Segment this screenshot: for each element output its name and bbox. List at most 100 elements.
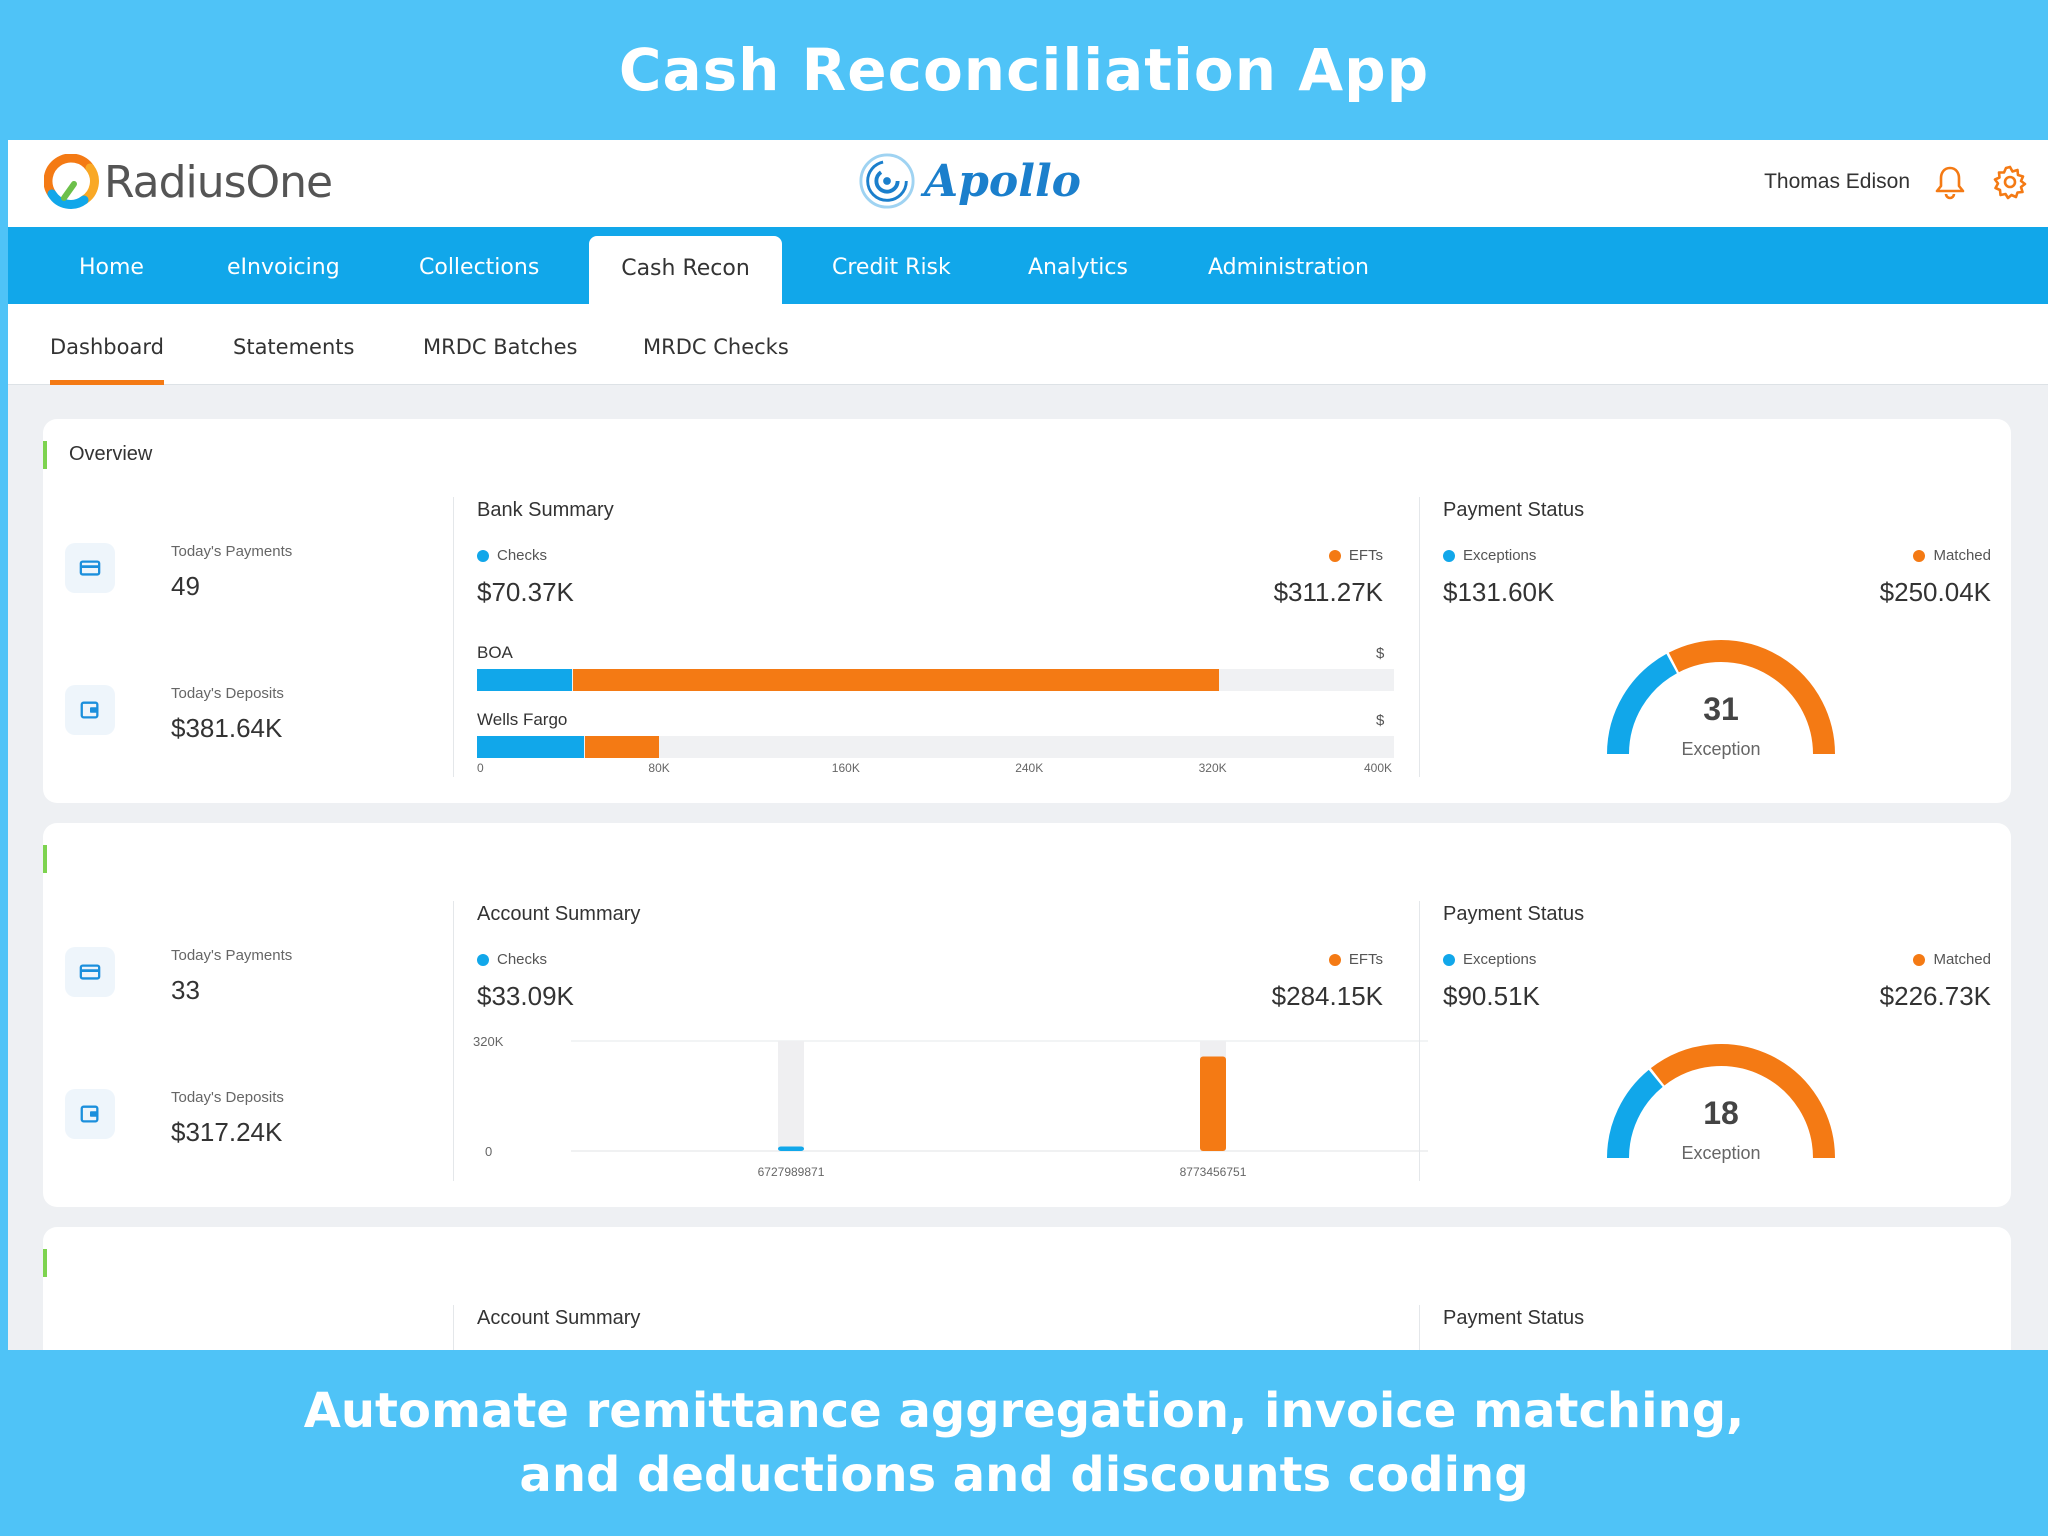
legend-exceptions: Exceptions [1443,951,1536,968]
account-card: Today's Payments 33 Today's Deposits $31… [43,823,2011,1207]
nav-credit-risk[interactable]: Credit Risk [832,255,951,280]
kpi-label: Today's Deposits [171,685,284,702]
gauge-segment-matched[interactable] [1668,640,1835,755]
efts-dot [1328,549,1341,562]
apollo-logo: Apollo [858,152,1081,210]
card-accent [43,1249,47,1277]
x-tick-label: 320K [1198,761,1227,775]
x-tick-label: 80K [648,761,670,775]
bar-checks[interactable] [778,1146,804,1151]
exceptions-total: $90.51K [1443,981,1540,1011]
top-banner: Cash Reconciliation App [0,0,2048,140]
kpi-label: Today's Payments [171,543,293,560]
payment-status-gauge [1607,640,1835,755]
divider [1419,1305,1420,1350]
exceptions-dot [1443,953,1455,966]
divider [1419,497,1420,777]
divider [453,1305,454,1350]
y-tick-label: 320K [473,1034,504,1049]
legend-exceptions: Exceptions [1443,547,1536,564]
bar-value-label: $ [1376,712,1385,729]
tab-mrdc-batches[interactable]: MRDC Batches [423,335,578,359]
nav-home[interactable]: Home [79,255,144,280]
bar-value-label: $ [1376,645,1385,662]
tab-mrdc-checks[interactable]: MRDC Checks [643,335,789,359]
overview-card: Overview Today's Payments 49 Today's Dep… [43,419,2011,803]
kpi-value: 49 [171,571,200,601]
payment-status-gauge [1607,1044,1835,1159]
legend-checks: Checks [477,547,547,564]
gauge-number: 31 [1703,691,1739,727]
credit-card-icon [65,947,115,997]
checks-total: $70.37K [477,577,574,607]
app-window: RadiusOne Apollo Thomas Edison Home eIn [8,140,2048,1350]
nav-analytics[interactable]: Analytics [1028,255,1128,280]
app-header: RadiusOne Apollo Thomas Edison [8,140,2048,227]
kpi-label: Today's Payments [171,947,293,964]
gauge-number: 18 [1703,1095,1739,1131]
account-summary-chart: 320K 0 6727989871 8773456751 [473,1034,1428,1179]
nav-cash-recon[interactable]: Cash Recon [589,236,782,304]
kpi-label: Today's Deposits [171,1089,284,1106]
divider [1419,901,1420,1181]
account-summary-title: Account Summary [477,903,641,925]
account-summary-title: Account Summary [477,1307,641,1329]
gauge-label: Exception [1681,739,1761,759]
legend-checks: Checks [477,951,547,968]
sub-nav: Dashboard Statements MRDC Batches MRDC C… [8,304,2048,385]
kpi-value: $381.64K [171,713,283,743]
apollo-logo-icon [859,153,915,209]
bar-segment-checks[interactable] [477,736,584,758]
matched-total: $226.73K [1879,981,1991,1011]
bar-segment-efts[interactable] [573,669,1219,691]
bank-summary-title: Bank Summary [477,499,614,521]
exceptions-dot [1443,549,1455,562]
card-title: Overview [69,443,153,465]
bar-category-label: BOA [477,643,513,662]
account-card: Account Summary Payment Status [43,1227,2011,1350]
gauge-segment-exceptions[interactable] [1607,653,1678,755]
main-nav: Home eInvoicing Collections Cash Recon C… [8,227,2048,304]
legend-efts: EFTs [1328,547,1383,564]
nav-collections[interactable]: Collections [419,255,540,280]
checks-dot [477,953,489,966]
tab-dashboard[interactable]: Dashboard [50,304,164,385]
bell-icon[interactable] [1932,164,1968,200]
matched-total: $250.04K [1879,577,1991,607]
logo-text: RadiusOne [104,156,333,208]
tab-statements[interactable]: Statements [233,335,355,359]
gauge-segment-exceptions[interactable] [1607,1069,1663,1159]
product-name: Apollo [924,155,1082,207]
kpi-value: 33 [171,975,200,1005]
gauge-label: Exception [1681,1143,1761,1163]
x-tick-label: 0 [477,761,484,775]
tagline-line-2: and deductions and discounts coding [519,1447,1529,1503]
checks-dot [477,549,489,562]
bar-track [477,669,1394,691]
x-tick-label: 6727989871 [758,1165,825,1179]
wallet-icon [65,685,115,735]
bar-segment-checks[interactable] [477,669,573,691]
tagline-line-1: Automate remittance aggregation, invoice… [303,1383,1745,1439]
matched-dot [1913,953,1926,966]
legend-efts: EFTs [1328,951,1383,968]
matched-dot [1913,549,1926,562]
payment-status-title: Payment Status [1443,1307,1585,1329]
nav-einvoicing[interactable]: eInvoicing [227,255,340,280]
gear-icon[interactable] [1992,164,2028,200]
bar-segment-efts[interactable] [584,736,660,758]
efts-total: $284.15K [1271,981,1383,1011]
gauge-segment-matched[interactable] [1650,1044,1835,1159]
bar-category-label: Wells Fargo [477,710,568,729]
legend-matched: Matched [1913,951,1991,968]
divider [453,901,454,1181]
efts-dot [1328,953,1341,966]
radiusone-logo[interactable]: RadiusOne [44,154,333,210]
x-tick-label: 160K [831,761,860,775]
bar-efts[interactable] [1200,1056,1226,1151]
wallet-icon [65,1089,115,1139]
user-name[interactable]: Thomas Edison [1764,170,1910,193]
nav-administration[interactable]: Administration [1208,255,1369,280]
card-accent [43,845,47,873]
x-tick-label: 240K [1015,761,1044,775]
